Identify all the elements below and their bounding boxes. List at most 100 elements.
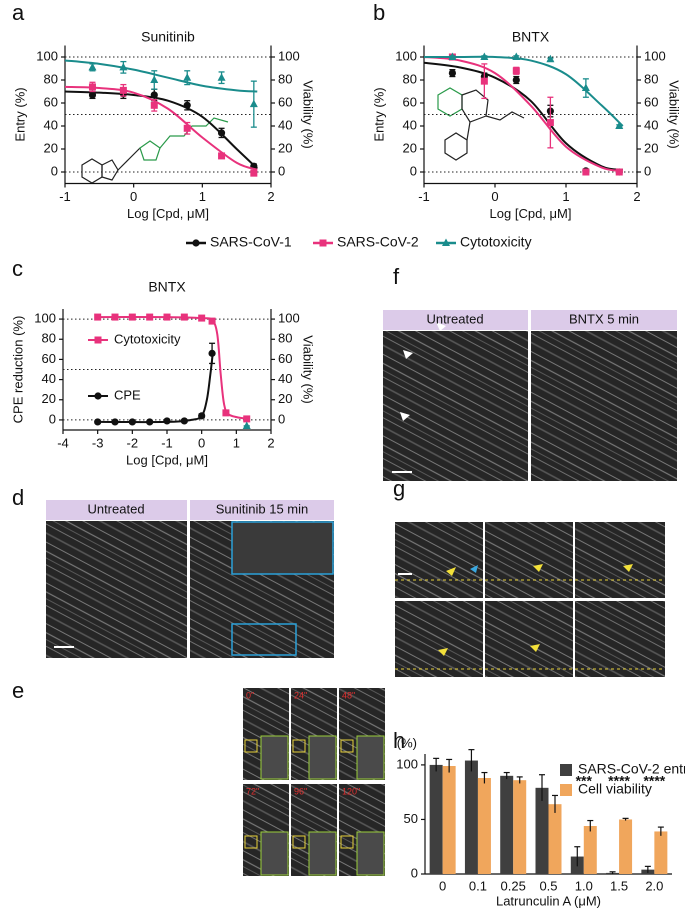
x-tick-label: 1 (562, 189, 569, 204)
inset (356, 831, 385, 876)
molecule-bntx (437, 87, 525, 161)
header-band (46, 500, 187, 520)
panel-letter: b (373, 0, 385, 25)
y-tick-label: 20 (403, 140, 417, 155)
legend-marker (442, 238, 450, 246)
y2-tick-label: 20 (644, 140, 658, 155)
bar (513, 780, 527, 874)
panel-d-images (46, 500, 334, 658)
marker (88, 62, 97, 71)
inset (260, 831, 289, 876)
error-bar (481, 771, 488, 784)
marker (88, 91, 97, 99)
legend-label: SARS-CoV-2 (337, 234, 419, 250)
error-bar (433, 757, 440, 772)
marker (150, 101, 158, 109)
micrograph (46, 521, 187, 658)
marker (512, 52, 521, 60)
arrowhead (438, 648, 448, 656)
marker (128, 418, 136, 426)
y-tick-label: 0 (49, 411, 56, 426)
y2-tick-label: 80 (278, 331, 292, 346)
y-tick-label: 100 (34, 311, 56, 326)
arrowhead (400, 412, 410, 421)
marker (111, 313, 119, 321)
panel-letter: d (12, 485, 24, 510)
arrowhead (533, 564, 543, 572)
marker (183, 101, 191, 109)
bar (464, 760, 478, 874)
inset (356, 735, 385, 780)
marker (119, 62, 128, 71)
timestamp: 96" (294, 786, 307, 796)
legend-swatch (560, 764, 572, 776)
x-axis-label: Latrunculin A (μM) (496, 893, 601, 908)
panel-letter: f (393, 264, 400, 289)
legend-label: Cytotoxicity (114, 331, 181, 346)
significance: *** (576, 773, 593, 789)
y-tick-label: 20 (42, 391, 56, 406)
timestamp: 24" (294, 690, 307, 700)
marker (94, 418, 102, 426)
y2-tick-label: 100 (278, 48, 300, 63)
y-tick-label: 100 (395, 48, 417, 63)
y2-tick-label: 40 (278, 371, 292, 386)
y-tick-label: 0 (410, 163, 417, 178)
marker (119, 86, 127, 94)
fit-curve (64, 90, 258, 170)
molecule-sunitinib (81, 117, 229, 184)
header-band (190, 500, 334, 520)
marker (183, 124, 191, 132)
marker (581, 83, 590, 92)
legend-marker (94, 392, 102, 400)
marker (150, 91, 158, 99)
x-tick-label: 2 (267, 189, 274, 204)
marker (448, 69, 456, 77)
y2-tick-label: 100 (278, 311, 300, 326)
legend-label: Cytotoxicity (460, 234, 532, 250)
y2-axis-label: Viability (%) (667, 80, 682, 148)
y2-tick-label: 40 (644, 117, 658, 132)
chart-title: BNTX (148, 279, 186, 295)
arrowhead (446, 567, 456, 576)
arrowhead (470, 565, 478, 573)
x-tick-label: -1 (161, 435, 173, 450)
x-tick-label: -1 (418, 189, 430, 204)
micrograph (531, 331, 677, 481)
x-tick-label: 2 (633, 189, 640, 204)
x-tick-label: 0.1 (469, 878, 487, 893)
x-tick-label: 1.0 (575, 878, 593, 893)
header-band (383, 310, 528, 330)
fit-curve (423, 61, 623, 171)
arrowhead (403, 350, 413, 359)
y-tick-label: 80 (42, 331, 56, 346)
y2-tick-label: 100 (644, 48, 666, 63)
roi-box (340, 739, 354, 753)
x-tick-label: 0 (198, 435, 205, 450)
inset-box (231, 623, 297, 656)
y2-tick-label: 20 (278, 140, 292, 155)
x-tick-label: -4 (57, 435, 69, 450)
bar (548, 804, 562, 874)
marker (242, 421, 251, 429)
y-tick-label: 50 (404, 811, 418, 826)
x-tick-label: 2.0 (645, 878, 663, 893)
error-bar (609, 871, 616, 874)
bar (442, 766, 456, 874)
error-bar (644, 865, 651, 873)
y-tick-label: 80 (403, 71, 417, 86)
bar (619, 819, 633, 874)
marker (180, 313, 188, 321)
legend-marker (192, 239, 200, 247)
panel-f-images (383, 310, 677, 481)
marker (180, 417, 188, 425)
error-bar (468, 749, 475, 772)
error-bar (516, 776, 523, 784)
timestamp: 120" (342, 786, 360, 796)
marker (163, 417, 171, 425)
y-tick-label: 0 (411, 865, 418, 880)
x-tick-label: 0 (130, 189, 137, 204)
bar (535, 787, 549, 874)
marker (218, 152, 226, 160)
